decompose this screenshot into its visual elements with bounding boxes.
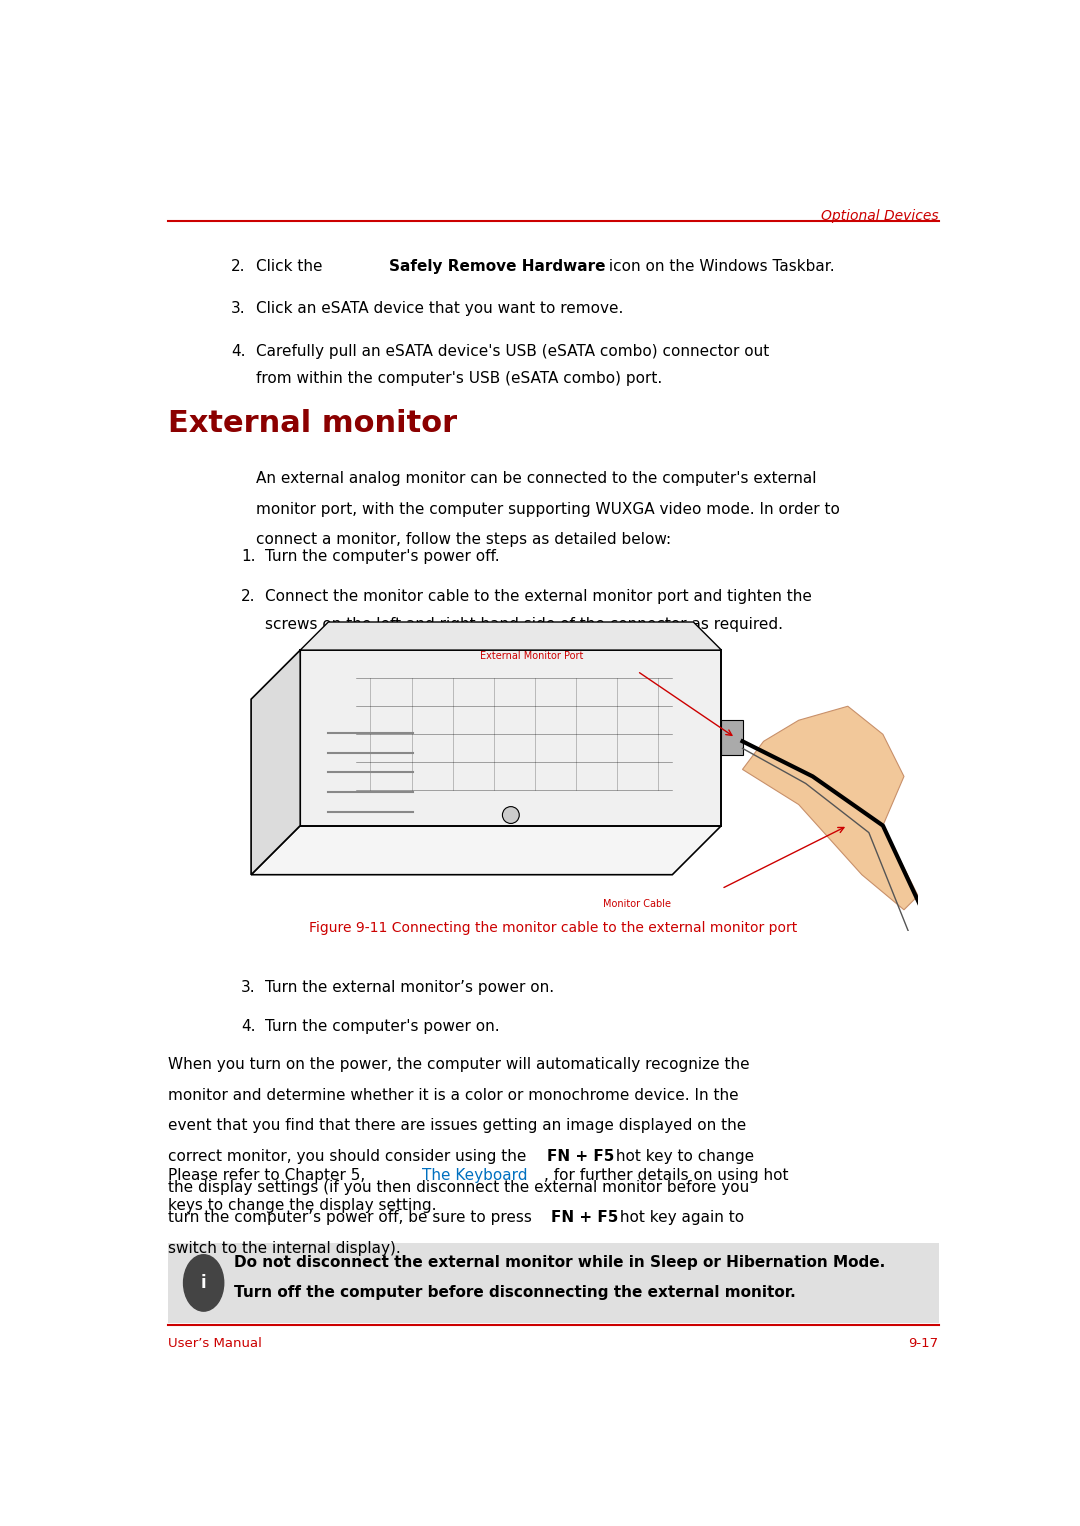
Text: keys to change the display setting.: keys to change the display setting. — [168, 1198, 437, 1213]
Text: External Monitor Port: External Monitor Port — [481, 650, 583, 661]
Polygon shape — [743, 707, 918, 909]
Text: The Keyboard: The Keyboard — [422, 1167, 528, 1183]
Text: correct monitor, you should consider using the: correct monitor, you should consider usi… — [168, 1149, 531, 1164]
Text: 3.: 3. — [231, 301, 246, 316]
Text: Optional Devices: Optional Devices — [821, 209, 939, 223]
Text: An external analog monitor can be connected to the computer's external: An external analog monitor can be connec… — [256, 472, 816, 485]
Text: hot key again to: hot key again to — [615, 1210, 744, 1225]
Text: 3.: 3. — [241, 980, 256, 995]
Text: Connect the monitor cable to the external monitor port and tighten the: Connect the monitor cable to the externa… — [265, 589, 811, 603]
Text: screws on the left and right hand side of the connector as required.: screws on the left and right hand side o… — [265, 617, 783, 632]
Text: FN + F5: FN + F5 — [552, 1210, 619, 1225]
Text: Carefully pull an eSATA device's USB (eSATA combo) connector out: Carefully pull an eSATA device's USB (eS… — [256, 343, 770, 359]
Polygon shape — [252, 826, 721, 874]
Text: External monitor: External monitor — [168, 409, 458, 438]
Text: switch to the internal display).: switch to the internal display). — [168, 1241, 402, 1256]
Text: Turn the computer's power off.: Turn the computer's power off. — [265, 548, 499, 563]
Text: connect a monitor, follow the steps as detailed below:: connect a monitor, follow the steps as d… — [256, 533, 672, 548]
Polygon shape — [721, 720, 743, 755]
Text: from within the computer's USB (eSATA combo) port.: from within the computer's USB (eSATA co… — [256, 371, 663, 386]
Text: 1.: 1. — [241, 548, 256, 563]
Text: 9-17: 9-17 — [908, 1337, 939, 1351]
Polygon shape — [300, 650, 721, 826]
Text: Safely Remove Hardware: Safely Remove Hardware — [389, 259, 606, 275]
Text: When you turn on the power, the computer will automatically recognize the: When you turn on the power, the computer… — [168, 1058, 751, 1073]
Text: the display settings (if you then disconnect the external monitor before you: the display settings (if you then discon… — [168, 1180, 750, 1195]
Text: Figure 9-11 Connecting the monitor cable to the external monitor port: Figure 9-11 Connecting the monitor cable… — [309, 922, 798, 935]
Text: Click the: Click the — [256, 259, 327, 275]
Polygon shape — [300, 623, 721, 650]
Text: FN + F5: FN + F5 — [548, 1149, 615, 1164]
Circle shape — [184, 1254, 224, 1311]
Text: 4.: 4. — [231, 343, 246, 359]
Text: icon on the Windows Taskbar.: icon on the Windows Taskbar. — [605, 259, 835, 275]
Text: User’s Manual: User’s Manual — [168, 1337, 262, 1351]
Polygon shape — [252, 650, 300, 874]
Text: event that you find that there are issues getting an image displayed on the: event that you find that there are issue… — [168, 1119, 746, 1134]
Text: hot key to change: hot key to change — [611, 1149, 754, 1164]
Circle shape — [502, 807, 519, 824]
Text: Monitor Cable: Monitor Cable — [604, 899, 671, 909]
Text: , for further details on using hot: , for further details on using hot — [544, 1167, 788, 1183]
Text: Do not disconnect the external monitor while in Sleep or Hibernation Mode.: Do not disconnect the external monitor w… — [233, 1254, 885, 1270]
Text: monitor and determine whether it is a color or monochrome device. In the: monitor and determine whether it is a co… — [168, 1088, 739, 1103]
Text: Turn off the computer before disconnecting the external monitor.: Turn off the computer before disconnecti… — [233, 1285, 796, 1300]
Text: 2.: 2. — [231, 259, 246, 275]
FancyBboxPatch shape — [168, 1244, 939, 1323]
Text: Turn the computer's power on.: Turn the computer's power on. — [265, 1018, 499, 1033]
Text: i: i — [201, 1274, 206, 1293]
Text: Turn the external monitor’s power on.: Turn the external monitor’s power on. — [265, 980, 554, 995]
Text: 2.: 2. — [241, 589, 256, 603]
Text: monitor port, with the computer supporting WUXGA video mode. In order to: monitor port, with the computer supporti… — [256, 502, 840, 516]
Text: Click an eSATA device that you want to remove.: Click an eSATA device that you want to r… — [256, 301, 624, 316]
Text: 4.: 4. — [241, 1018, 256, 1033]
Text: Please refer to Chapter 5,: Please refer to Chapter 5, — [168, 1167, 370, 1183]
Text: turn the computer’s power off, be sure to press: turn the computer’s power off, be sure t… — [168, 1210, 537, 1225]
